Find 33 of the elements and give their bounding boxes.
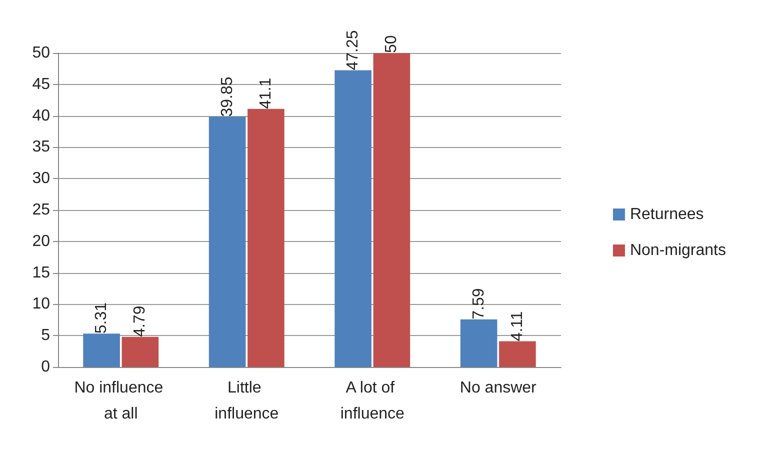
data-label: 5.31 [93,302,110,334]
y-tick-label: 5 [41,327,50,344]
legend-label: Returnees [630,206,704,223]
x-tick-label: No answer [460,380,538,396]
bar [122,336,159,367]
data-label: 47.25 [344,30,362,70]
legend-label: Non-migrants [630,242,726,259]
bar [83,334,120,367]
x-tick-label: No influence at all [74,380,168,422]
y-tick-label: 40 [32,107,50,124]
x-tick-label: Little influence [214,380,279,422]
data-label: 4.79 [132,306,149,337]
y-tick-label: 45 [32,76,50,93]
y-tick-label: 15 [32,264,50,282]
bar [499,341,536,367]
bar [334,70,372,367]
y-tick-label: 30 [32,170,50,188]
y-tick-label: 50 [32,44,50,62]
data-label: 41.1 [257,78,274,109]
y-tick-label: 25 [32,202,50,218]
data-label: 39.85 [218,76,236,117]
y-tick-label: 35 [32,138,50,156]
x-tick-label: A lot of influence [340,380,404,422]
bar [208,116,246,367]
bar [248,108,284,367]
y-tick-label: 10 [32,296,50,313]
y-tick-label: 0 [41,358,50,376]
data-label: 4.11 [508,311,526,342]
data-label: 50 [383,35,400,53]
data-label: 7.59 [470,288,488,320]
bar [373,53,410,367]
bar [460,319,498,367]
y-tick-label: 20 [32,232,50,250]
